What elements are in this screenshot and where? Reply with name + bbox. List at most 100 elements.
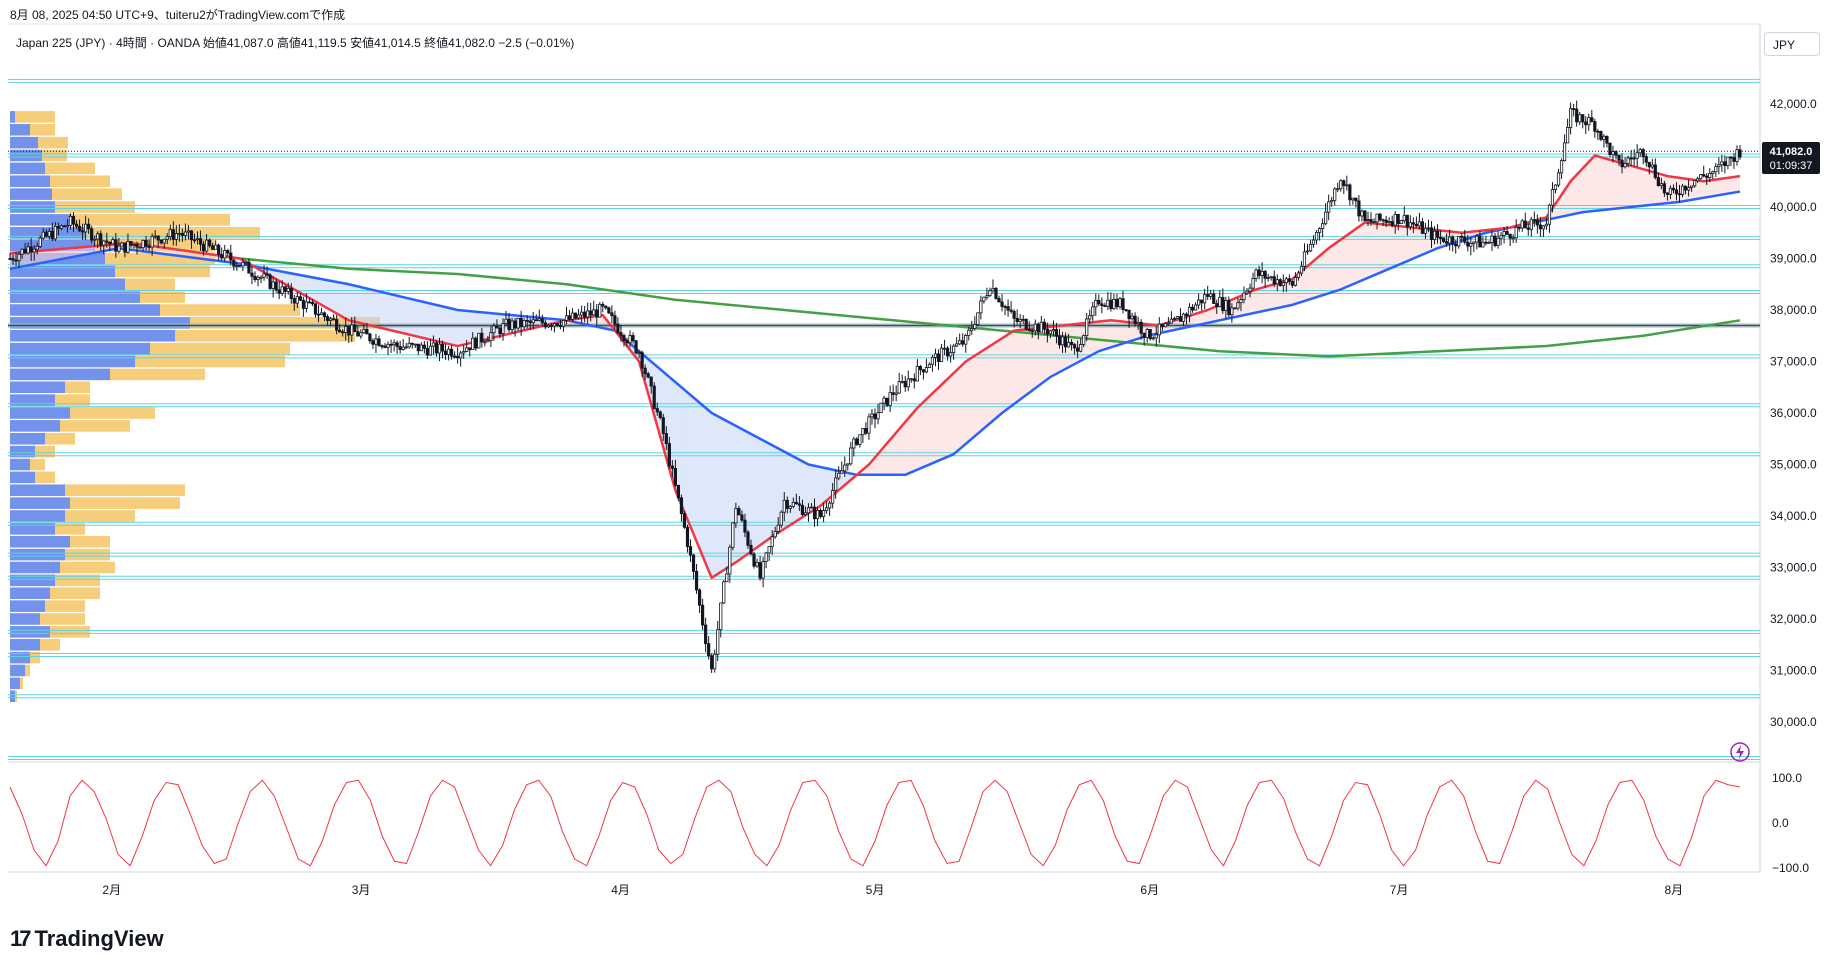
- candle-body: [65, 225, 70, 228]
- candle-body: [936, 353, 941, 363]
- currency-selector[interactable]: JPY: [1764, 32, 1820, 56]
- time-axis[interactable]: 2月 3月 4月 5月 6月 7月 8月: [102, 883, 1683, 897]
- candle-body: [1166, 322, 1170, 325]
- candle-body: [701, 604, 705, 626]
- candle-body: [319, 312, 324, 316]
- ema-fill-segment: [1340, 231, 1353, 290]
- candle-body: [1686, 187, 1691, 191]
- vp-sell-bar: [45, 432, 75, 445]
- candle-body: [676, 484, 681, 499]
- candle-body: [1097, 299, 1101, 305]
- candle-body: [93, 238, 97, 241]
- candle-body: [1272, 276, 1276, 285]
- candle-body: [1299, 265, 1304, 274]
- candle-body: [1009, 309, 1013, 312]
- oscillator-tick-label: 100.0: [1772, 771, 1802, 785]
- candle-body: [177, 232, 181, 235]
- vp-sell-bar: [42, 149, 67, 162]
- candle-body: [480, 332, 484, 343]
- candle-body: [1366, 219, 1370, 221]
- candle-body: [1668, 187, 1673, 195]
- candle-body: [23, 248, 27, 254]
- candle-body: [325, 316, 330, 321]
- candle-body: [1085, 318, 1089, 337]
- candle-body: [737, 508, 741, 516]
- candle-body: [1620, 159, 1624, 168]
- ema-fill-segment: [1364, 222, 1378, 280]
- candle-body: [241, 261, 245, 267]
- candle-body: [168, 229, 172, 238]
- ema-fill-segment: [747, 432, 761, 554]
- vp-sell-bar: [15, 111, 55, 123]
- vp-sell-bar: [70, 214, 230, 226]
- candle-body: [1296, 272, 1301, 278]
- low-label: 安値: [350, 36, 375, 50]
- candle-body: [970, 328, 974, 331]
- candle-body: [849, 447, 853, 465]
- price-axis[interactable]: 42,000.041,000.040,000.039,000.038,000.0…: [1770, 97, 1817, 729]
- candle-body: [1015, 317, 1019, 322]
- candle-body: [1048, 330, 1053, 335]
- candle-body: [1699, 174, 1703, 180]
- candle-body: [1160, 323, 1164, 328]
- candle-body: [815, 509, 820, 520]
- candle-body: [99, 233, 103, 246]
- candle-body: [189, 230, 194, 241]
- candle-body: [1677, 193, 1682, 196]
- candle-body: [891, 392, 895, 395]
- candle-body: [1175, 316, 1180, 319]
- tradingview-logo[interactable]: 17 TradingView: [10, 926, 164, 952]
- candle-body: [1245, 290, 1249, 294]
- candle-body: [117, 245, 121, 252]
- alert-icon[interactable]: [1730, 742, 1750, 762]
- candle-body: [1215, 303, 1219, 308]
- candle-body: [1239, 299, 1243, 304]
- candle-body: [8, 258, 12, 260]
- candle-body: [903, 381, 907, 388]
- candle-body: [879, 402, 883, 414]
- candle-body: [1302, 251, 1307, 267]
- candle-body: [1559, 160, 1564, 174]
- candle-body: [973, 324, 977, 329]
- ema-fill-segment: [385, 292, 398, 332]
- candle-body: [761, 561, 765, 579]
- candle-body: [1000, 301, 1004, 307]
- candle-body: [1590, 117, 1594, 123]
- candle-body: [580, 311, 584, 316]
- candle-body: [449, 348, 454, 357]
- candle-body: [38, 237, 42, 247]
- candle-body: [852, 438, 856, 449]
- symbol-name[interactable]: Japan 225 (JPY): [16, 36, 106, 50]
- candle-body: [840, 470, 844, 474]
- candle-body: [540, 318, 544, 324]
- candle-body: [1490, 235, 1494, 243]
- vp-sell-bar: [60, 420, 130, 432]
- candle-body: [939, 347, 944, 363]
- candle-body: [1493, 235, 1497, 246]
- candle-body: [208, 239, 212, 247]
- candle-body: [655, 408, 659, 413]
- candle-body: [280, 286, 284, 294]
- candle-body: [1478, 235, 1482, 248]
- candle-body: [459, 352, 463, 359]
- candle-body: [1187, 306, 1192, 317]
- candle-body: [1575, 108, 1579, 123]
- candle-body: [552, 323, 557, 327]
- candle-body: [652, 385, 656, 409]
- candle-body: [1363, 210, 1367, 221]
- candle-body: [716, 629, 720, 655]
- candle-body: [607, 307, 611, 314]
- candle-body: [779, 511, 783, 526]
- vp-sell-bar: [65, 381, 90, 394]
- candle-body: [867, 416, 871, 434]
- candle-body: [776, 524, 780, 532]
- candle-body: [1033, 323, 1037, 332]
- candle-body: [1169, 318, 1173, 324]
- ema-mid-line: [9, 190, 1741, 477]
- candle-body: [1051, 329, 1056, 332]
- candle-body: [419, 344, 423, 352]
- candle-body: [994, 288, 998, 299]
- candle-body: [47, 231, 51, 237]
- candle-body: [1233, 307, 1237, 310]
